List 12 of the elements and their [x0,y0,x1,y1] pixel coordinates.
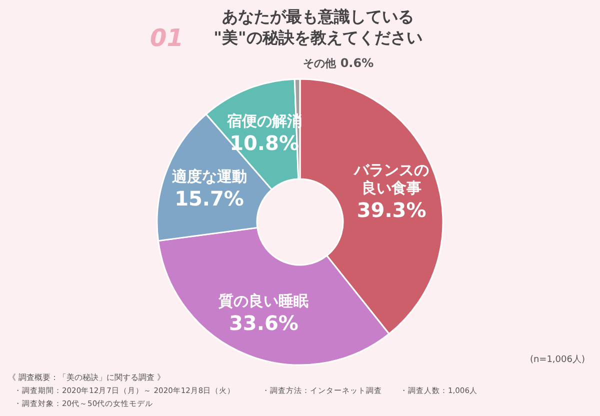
slice-label: その他 [303,57,336,70]
data-label: 15.7% [174,186,244,211]
data-label: 39.3% [356,198,426,222]
slice-label: 適度な運動 [170,168,247,186]
text: (n=1,006人) [530,354,585,365]
slice-label: バランスの良い食事 [353,161,430,198]
data-label: 0.6% [336,56,374,70]
chart-title: あなたが最も意識している "美"の秘訣を教えてください [214,7,422,47]
text: 《 調査概要：「美の秘訣」に関する調査 》 [8,373,166,382]
slice-label: 質の良い睡眠 [218,292,309,310]
data-label: 33.6% [229,310,298,335]
text: 01 [150,24,184,52]
